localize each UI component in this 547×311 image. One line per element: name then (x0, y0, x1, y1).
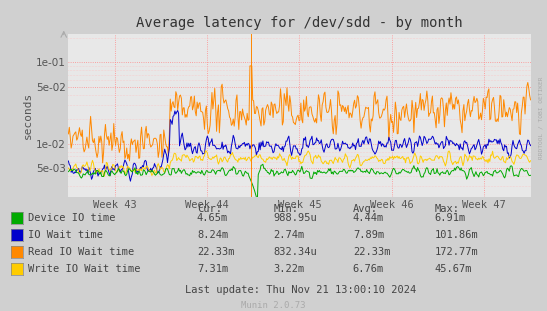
Text: Cur:: Cur: (197, 204, 222, 214)
Text: Read IO Wait time: Read IO Wait time (28, 247, 135, 257)
Text: Device IO time: Device IO time (28, 213, 116, 223)
Text: Munin 2.0.73: Munin 2.0.73 (241, 301, 306, 310)
Text: 4.65m: 4.65m (197, 213, 228, 223)
Text: RRDTOOL / TOBI OETIKER: RRDTOOL / TOBI OETIKER (538, 77, 543, 160)
Text: Write IO Wait time: Write IO Wait time (28, 264, 141, 274)
Text: Avg:: Avg: (353, 204, 378, 214)
Y-axis label: seconds: seconds (23, 92, 33, 139)
Text: 6.91m: 6.91m (435, 213, 466, 223)
Text: 988.95u: 988.95u (274, 213, 317, 223)
Text: Last update: Thu Nov 21 13:00:10 2024: Last update: Thu Nov 21 13:00:10 2024 (185, 285, 416, 295)
Text: 22.33m: 22.33m (353, 247, 391, 257)
Title: Average latency for /dev/sdd - by month: Average latency for /dev/sdd - by month (136, 16, 463, 30)
Text: 22.33m: 22.33m (197, 247, 235, 257)
Text: Max:: Max: (435, 204, 460, 214)
Text: 45.67m: 45.67m (435, 264, 473, 274)
Text: 7.31m: 7.31m (197, 264, 228, 274)
Text: 4.44m: 4.44m (353, 213, 384, 223)
Text: 832.34u: 832.34u (274, 247, 317, 257)
Text: 6.76m: 6.76m (353, 264, 384, 274)
Text: 2.74m: 2.74m (274, 230, 305, 240)
Text: 7.89m: 7.89m (353, 230, 384, 240)
Text: 8.24m: 8.24m (197, 230, 228, 240)
Text: IO Wait time: IO Wait time (28, 230, 103, 240)
Text: 3.22m: 3.22m (274, 264, 305, 274)
Text: 101.86m: 101.86m (435, 230, 479, 240)
Text: Min:: Min: (274, 204, 299, 214)
Text: 172.77m: 172.77m (435, 247, 479, 257)
